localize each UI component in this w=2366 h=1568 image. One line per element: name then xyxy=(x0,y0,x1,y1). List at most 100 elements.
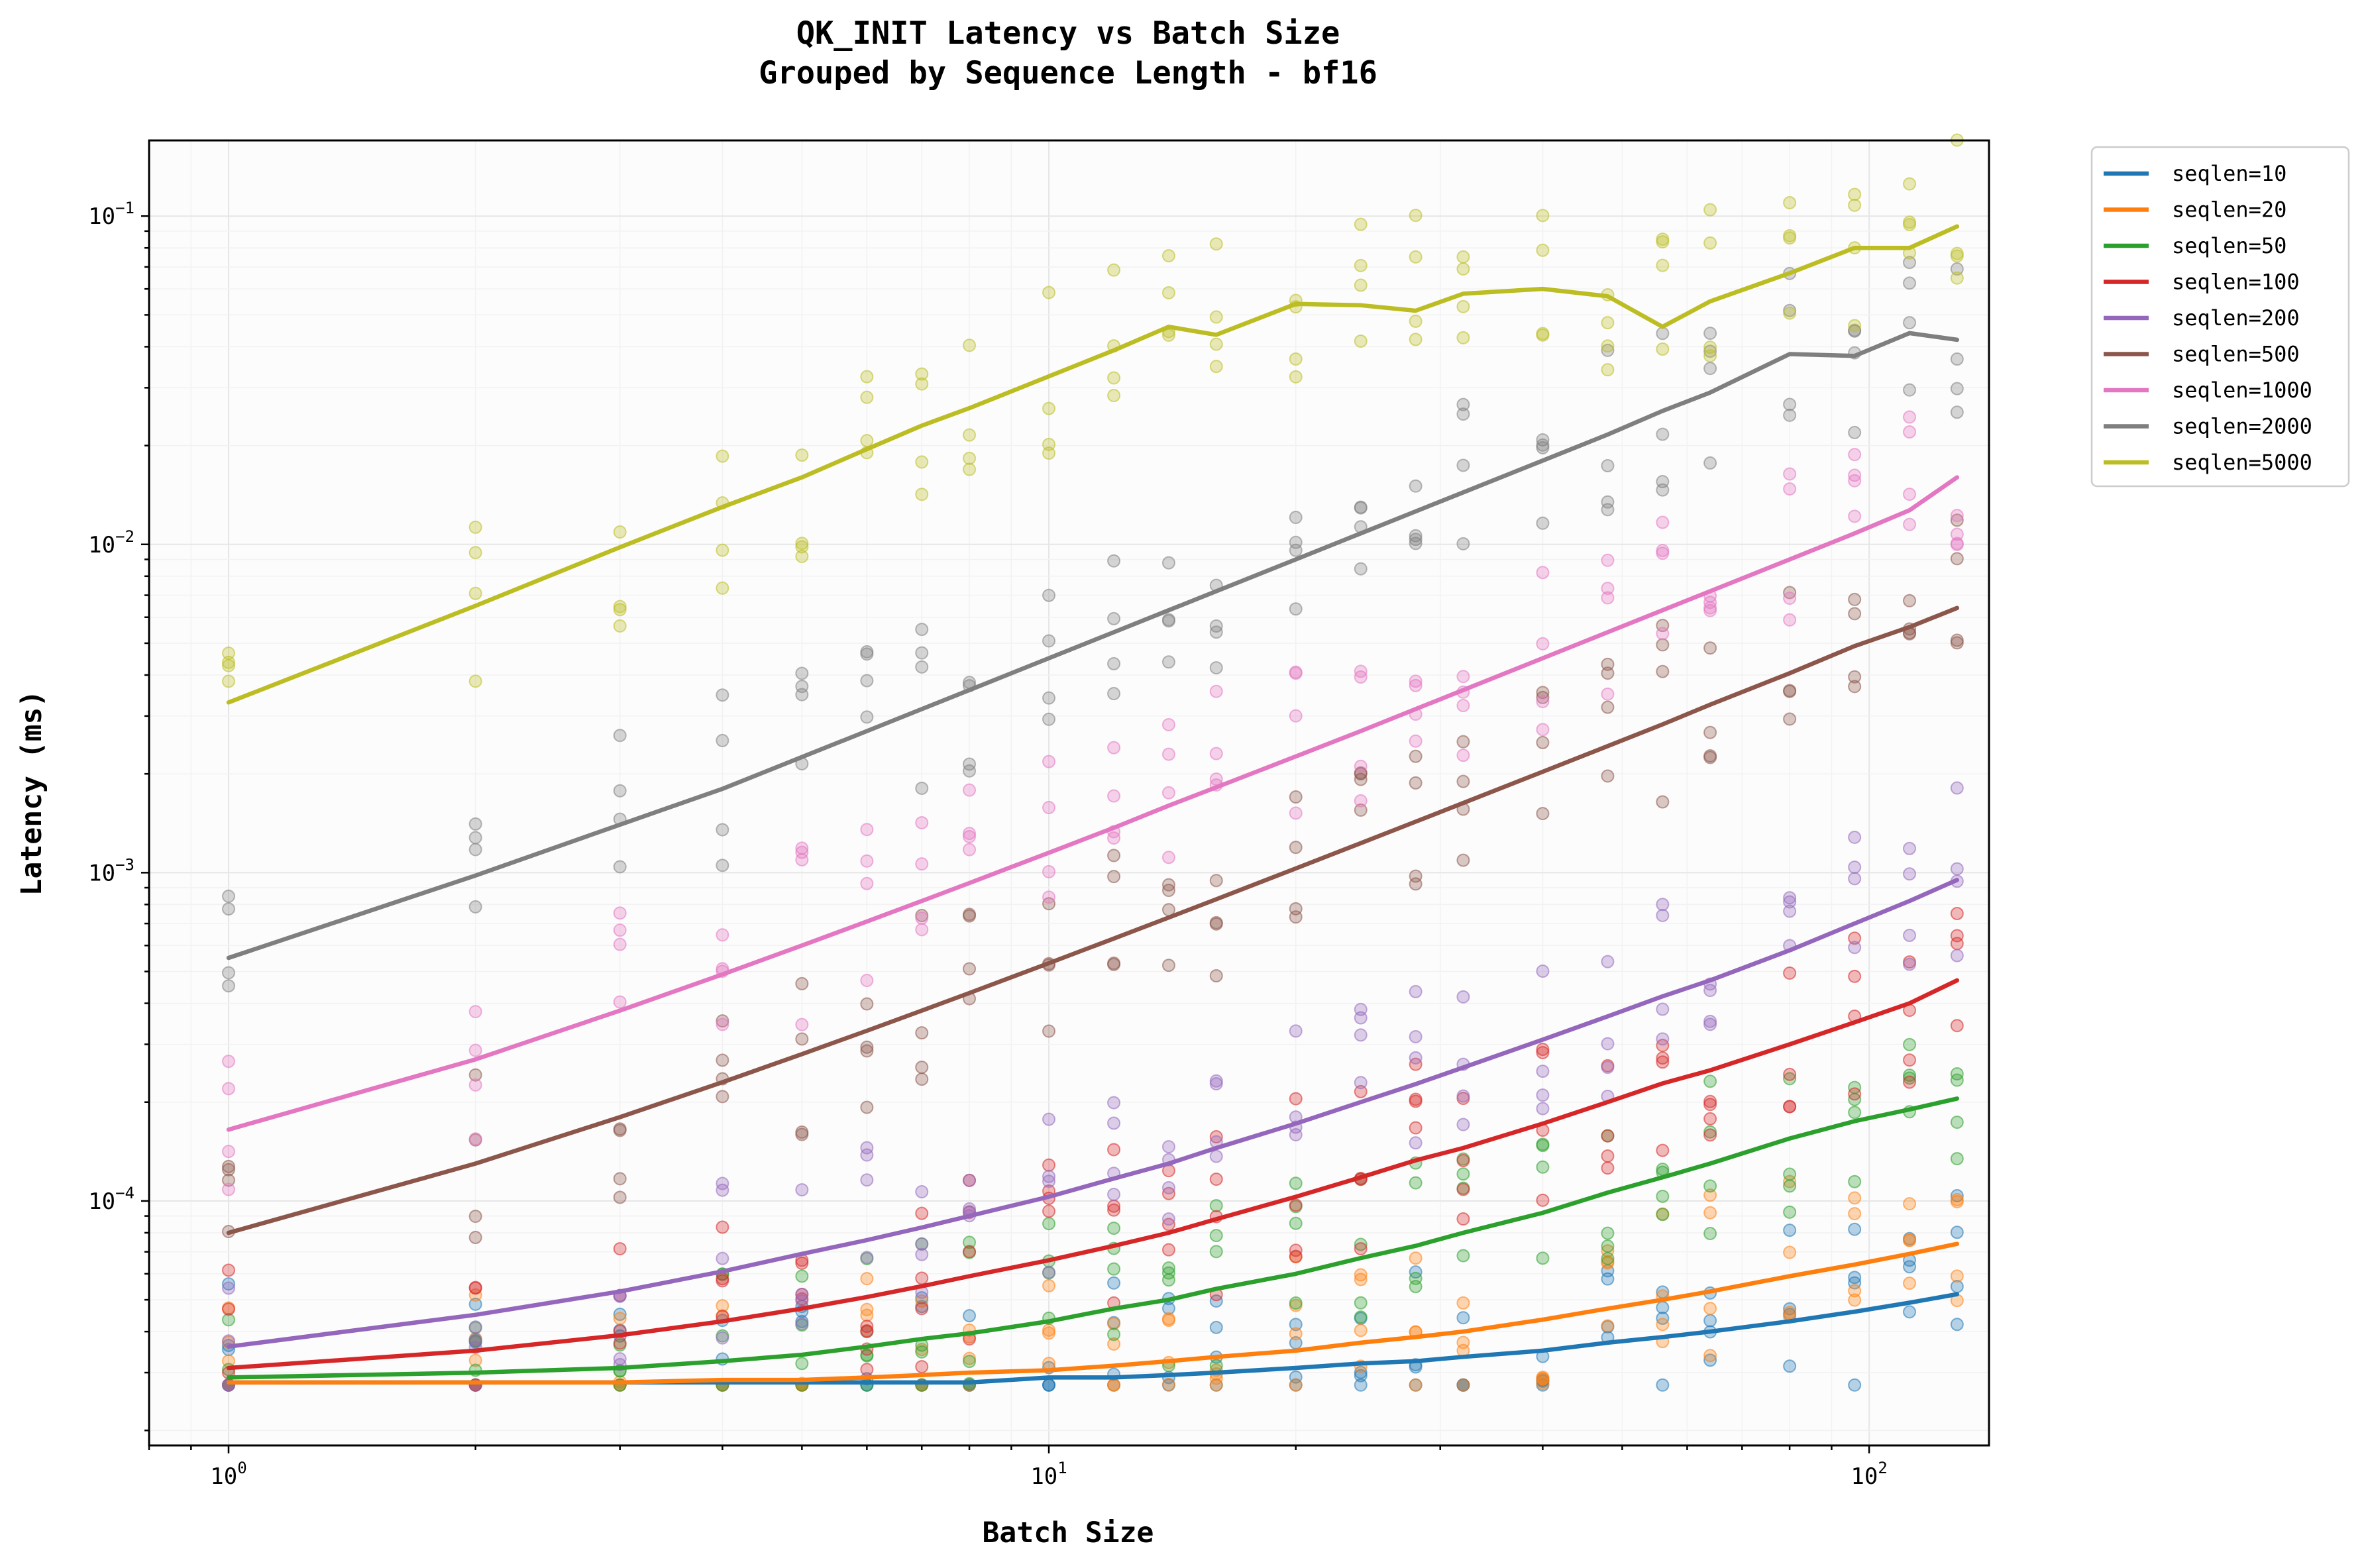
scatter-point xyxy=(1354,1002,1368,1016)
scatter-point xyxy=(1456,1118,1470,1131)
scatter-point xyxy=(1656,1189,1670,1203)
scatter-point xyxy=(221,1163,235,1176)
scatter-point xyxy=(1161,328,1175,342)
scatter-point xyxy=(1456,735,1470,749)
scatter-point xyxy=(1703,1302,1717,1316)
scatter-point xyxy=(1903,410,1917,424)
scatter-point xyxy=(1848,592,1862,606)
scatter-point xyxy=(860,997,874,1011)
scatter-point xyxy=(795,1256,809,1270)
scatter-point xyxy=(1107,1317,1121,1331)
scatter-point xyxy=(860,1308,874,1322)
scatter-point xyxy=(1601,1319,1615,1333)
scatter-point xyxy=(860,1141,874,1155)
scatter-point xyxy=(1601,343,1615,357)
scatter-point xyxy=(1783,891,1797,905)
scatter-point xyxy=(1161,613,1175,627)
scatter-point xyxy=(1848,198,1862,212)
scatter-point xyxy=(1601,582,1615,596)
scatter-point xyxy=(1456,397,1470,411)
scatter-point xyxy=(1848,1087,1862,1101)
scatter-point xyxy=(1209,684,1223,698)
scatter-point xyxy=(1848,1106,1862,1120)
scatter-point xyxy=(1656,795,1670,809)
scatter-point xyxy=(963,829,977,843)
scatter-point xyxy=(963,1245,977,1259)
scatter-point xyxy=(1703,725,1717,739)
scatter-point xyxy=(1656,1208,1670,1222)
scatter-point xyxy=(1289,535,1303,549)
scatter-point xyxy=(795,1183,809,1197)
y-tick-label: 10−3 xyxy=(88,855,134,886)
scatter-point xyxy=(1703,1188,1717,1202)
scatter-point xyxy=(1703,1128,1717,1142)
scatter-point xyxy=(468,817,482,831)
scatter-point xyxy=(963,462,977,476)
scatter-point xyxy=(1903,1233,1917,1247)
scatter-point xyxy=(963,843,977,857)
scatter-point xyxy=(1209,1130,1223,1144)
y-axis-label: Latency (ms) xyxy=(15,690,48,896)
scatter-point xyxy=(1161,1266,1175,1280)
scatter-point xyxy=(221,1145,235,1159)
scatter-point xyxy=(468,1068,482,1082)
scatter-point xyxy=(1536,637,1550,651)
scatter-point xyxy=(221,658,235,672)
scatter-point xyxy=(915,1206,929,1220)
scatter-points xyxy=(221,133,1964,1392)
scatter-point xyxy=(1848,830,1862,844)
scatter-point xyxy=(221,1182,235,1196)
scatter-point xyxy=(795,448,809,462)
scatter-point xyxy=(1950,262,1964,276)
scatter-point xyxy=(1703,236,1717,250)
scatter-point xyxy=(1456,407,1470,421)
scatter-point xyxy=(1456,537,1470,550)
scatter-point xyxy=(1409,1176,1423,1190)
scatter-point xyxy=(1042,1169,1056,1183)
legend-label: seqlen=500 xyxy=(2172,342,2300,367)
scatter-point xyxy=(1848,1222,1862,1236)
scatter-point xyxy=(1107,687,1121,701)
scatter-point xyxy=(221,979,235,993)
scatter-point xyxy=(1289,709,1303,723)
scatter-point xyxy=(1354,500,1368,514)
scatter-point xyxy=(1409,333,1423,346)
scatter-point xyxy=(613,860,627,874)
scatter-point xyxy=(860,370,874,384)
grid xyxy=(148,140,1989,1445)
scatter-point xyxy=(1656,235,1670,249)
scatter-point xyxy=(1601,1251,1615,1265)
scatter-point xyxy=(221,1055,235,1069)
scatter-point xyxy=(860,1148,874,1162)
scatter-point xyxy=(1354,278,1368,292)
scatter-point xyxy=(221,1302,235,1316)
scatter-point xyxy=(1536,441,1550,454)
scatter-point xyxy=(1107,1116,1121,1130)
scatter-point xyxy=(1536,1088,1550,1102)
scatter-point xyxy=(1656,258,1670,272)
scatter-point xyxy=(963,764,977,778)
scatter-point xyxy=(1601,1256,1615,1270)
scatter-point xyxy=(915,857,929,871)
scatter-point xyxy=(1783,1067,1797,1081)
scatter-point xyxy=(1107,611,1121,625)
scatter-point xyxy=(1161,556,1175,570)
scatter-point xyxy=(1209,1320,1223,1334)
scatter-point xyxy=(1783,408,1797,422)
scatter-point xyxy=(1783,684,1797,698)
scatter-point xyxy=(1848,509,1862,523)
chart-subtitle: Grouped by Sequence Length - bf16 xyxy=(759,55,1377,91)
scatter-point xyxy=(915,1247,929,1261)
scatter-point xyxy=(915,1185,929,1199)
scatter-point xyxy=(1042,712,1056,726)
scatter-point xyxy=(1950,1019,1964,1033)
y-tick-label: 10−1 xyxy=(88,199,134,230)
scatter-point xyxy=(1783,1072,1797,1086)
scatter-point xyxy=(1289,790,1303,804)
scatter-point xyxy=(1289,1318,1303,1332)
scatter-point xyxy=(1848,607,1862,621)
scatter-point xyxy=(1703,1112,1717,1125)
scatter-point xyxy=(1107,371,1121,385)
scatter-point xyxy=(1289,1243,1303,1257)
scatter-point xyxy=(915,923,929,937)
